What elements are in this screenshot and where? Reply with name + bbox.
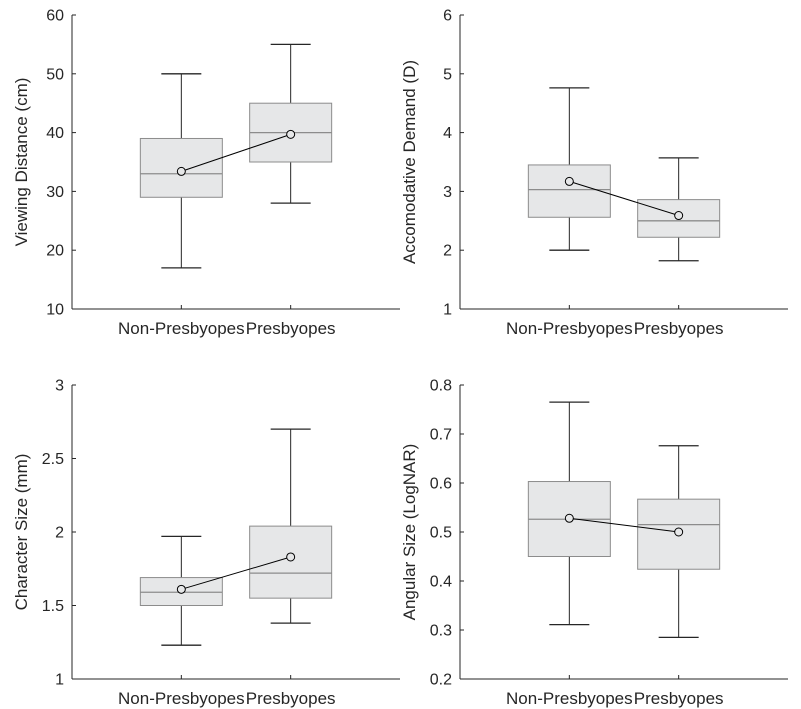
y-axis-title: Viewing Distance (cm) <box>12 78 31 247</box>
mean-connector-line <box>181 556 291 590</box>
category-label: Non-Presbyopes <box>118 319 245 338</box>
mean-marker <box>286 552 296 562</box>
y-tick-label: 6 <box>443 8 452 25</box>
y-tick-label: 4 <box>443 125 452 142</box>
y-tick-label: 2 <box>55 525 64 542</box>
category-label: Presbyopes <box>634 689 724 708</box>
mean-connector-line <box>569 517 679 533</box>
chart-panel-3: 1 1.5 2 2.5 3 Non-Presbyopes Presbyopes Charact… <box>12 378 400 708</box>
mean-marker <box>674 527 684 537</box>
y-tick-label: 3 <box>443 184 452 201</box>
box-2 <box>637 157 721 262</box>
mean-marker <box>674 211 684 221</box>
category-label: Non-Presbyopes <box>506 689 633 708</box>
chart-panel-2: 1 2 3 4 5 6 Non-Presbyopes Presbyopes Accomodati… <box>400 8 788 338</box>
iqr-box <box>527 164 611 218</box>
y-tick-label: 0.8 <box>430 378 452 395</box>
y-tick-label: 3 <box>55 378 64 395</box>
category-label: Presbyopes <box>246 319 336 338</box>
y-tick-label: 60 <box>46 8 64 25</box>
mean-marker <box>176 584 186 594</box>
category-label: Presbyopes <box>634 319 724 338</box>
category-label: Non-Presbyopes <box>506 319 633 338</box>
y-tick-label: 2 <box>443 243 452 260</box>
y-axis-title: Accomodative Demand (D) <box>400 60 419 264</box>
y-tick-label: 1 <box>443 302 452 319</box>
box-1 <box>527 401 611 626</box>
box-1 <box>527 87 611 251</box>
y-axis-title: Angular Size (LogNAR) <box>400 444 419 621</box>
y-tick-label: 0.7 <box>430 427 452 444</box>
y-tick-label: 0.4 <box>430 574 452 591</box>
y-tick-label: 0.5 <box>430 525 452 542</box>
y-tick-label: 20 <box>46 243 64 260</box>
y-tick-label: 40 <box>46 125 64 142</box>
y-tick-label: 0.6 <box>430 476 452 493</box>
y-tick-label: 10 <box>46 302 64 319</box>
chart-panel-1: 10 20 30 40 50 60 Non-Presbyopes Presbyopes View… <box>12 8 400 338</box>
mean-marker <box>176 166 186 176</box>
iqr-box <box>249 525 333 599</box>
mean-marker <box>564 176 574 186</box>
y-tick-label: 30 <box>46 184 64 201</box>
y-tick-label: 0.3 <box>430 623 452 640</box>
box-2 <box>249 43 333 204</box>
mean-marker <box>286 129 296 139</box>
y-tick-label: 2.5 <box>42 451 64 468</box>
mean-connector-line <box>181 133 291 172</box>
box-2 <box>637 445 721 638</box>
chart-panel-4: 0.2 0.3 0.4 0.5 0.6 0.7 0.8 Non-Presbyopes Presb… <box>400 378 788 708</box>
mean-connector-line <box>569 180 679 216</box>
y-axis-title: Character Size (mm) <box>12 454 31 611</box>
category-label: Presbyopes <box>246 689 336 708</box>
category-label: Non-Presbyopes <box>118 689 245 708</box>
y-tick-label: 5 <box>443 66 452 83</box>
y-tick-label: 50 <box>46 66 64 83</box>
box-2 <box>249 428 333 624</box>
y-tick-label: 0.2 <box>430 672 452 689</box>
y-tick-label: 1.5 <box>42 598 64 615</box>
mean-marker <box>564 513 574 523</box>
y-tick-label: 1 <box>55 672 64 689</box>
